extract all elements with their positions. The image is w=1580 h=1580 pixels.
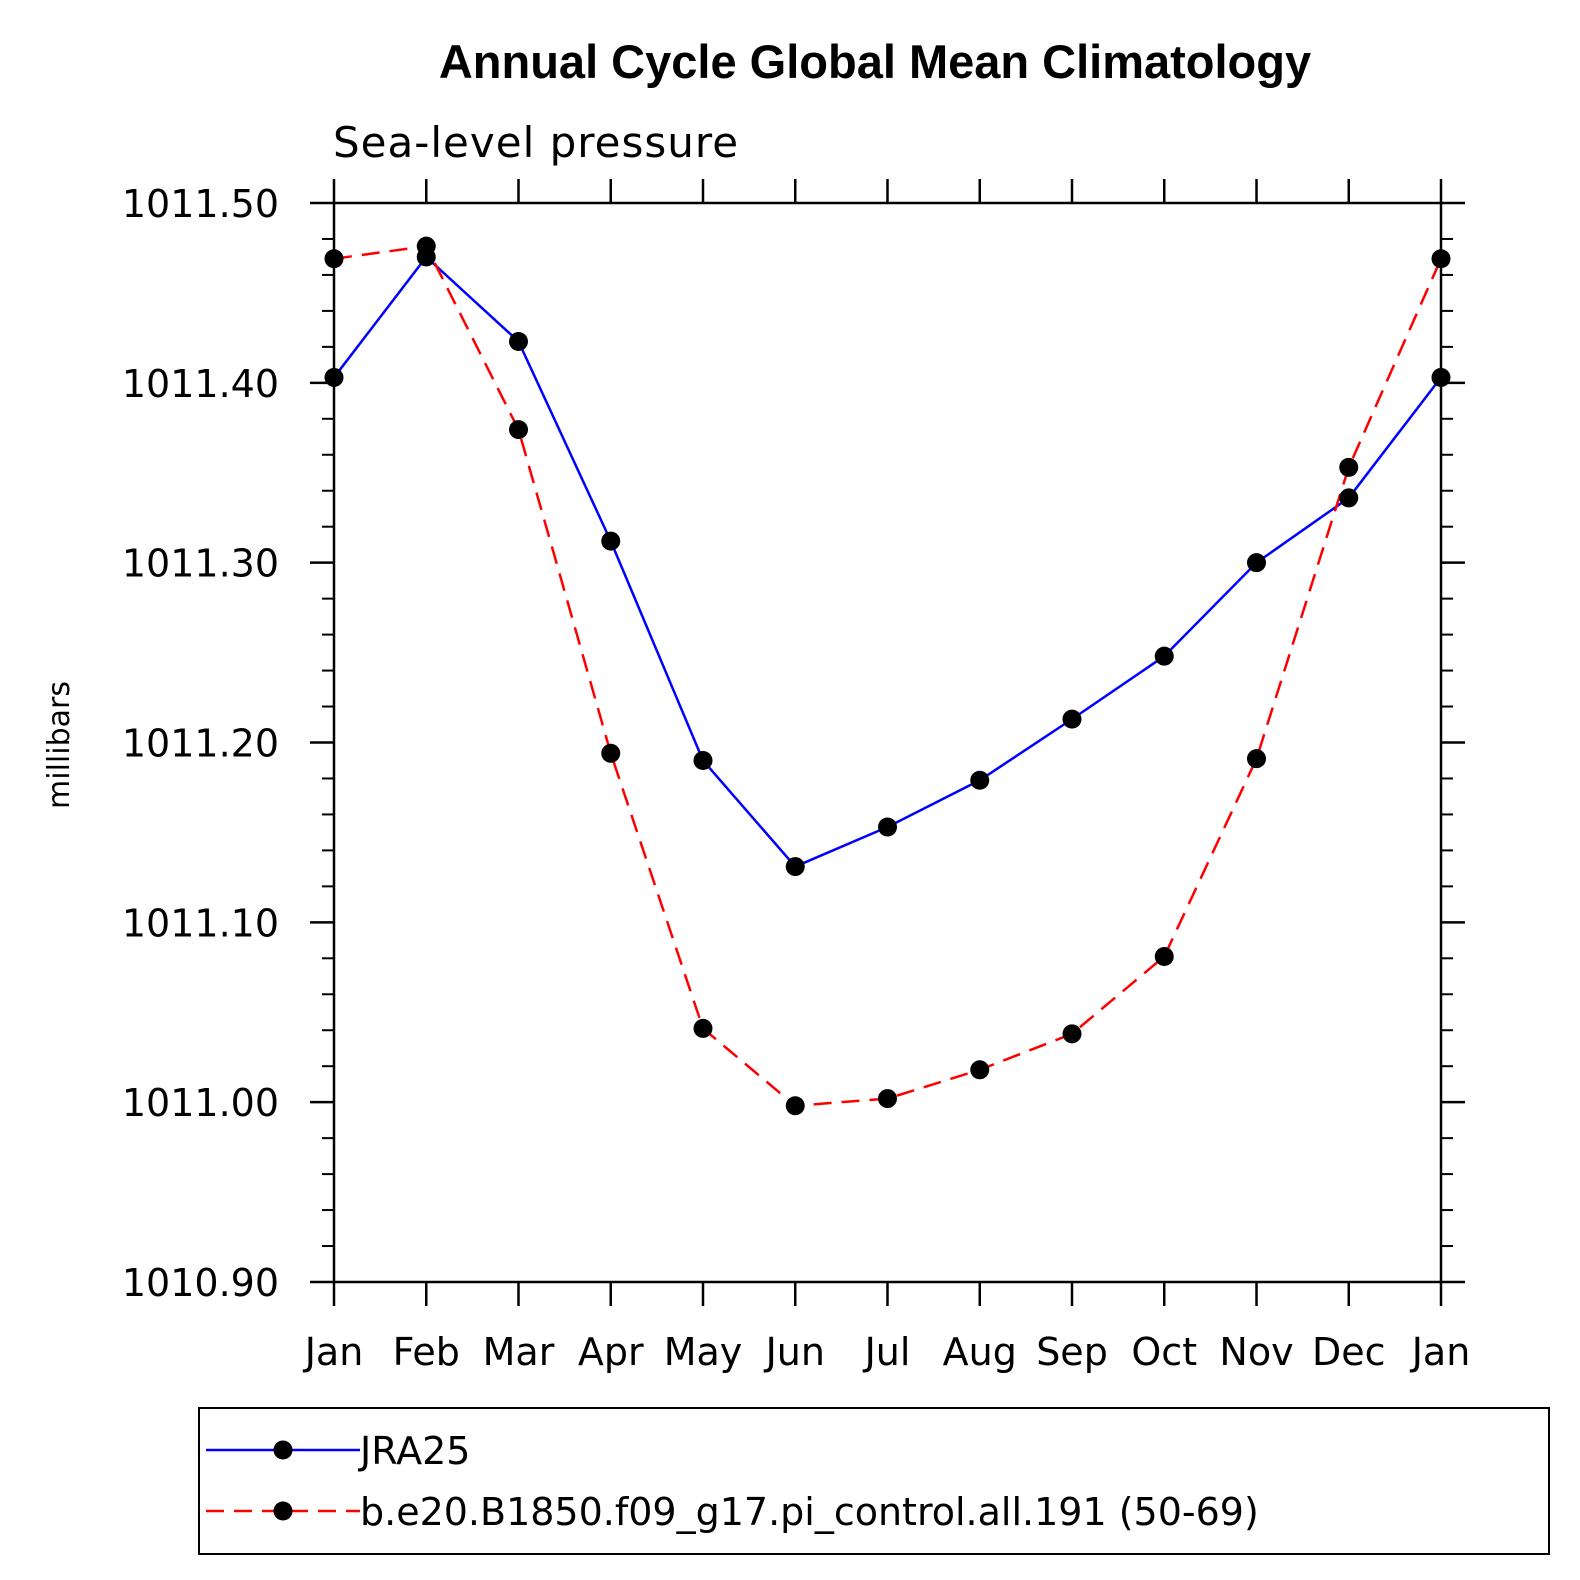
data-point-series-1 — [1062, 709, 1082, 729]
x-tick-label: Jul — [863, 1330, 911, 1374]
x-tick-label: Jan — [1410, 1330, 1471, 1374]
data-point-series-2 — [324, 249, 344, 269]
y-tick-label: 1011.50 — [122, 182, 279, 226]
legend-label-2: b.e20.B1850.f09_g17.pi_control.all.191 (… — [360, 1490, 1259, 1534]
x-tick-label: May — [664, 1330, 743, 1374]
data-point-series-1 — [509, 331, 528, 351]
data-point-series-1 — [1431, 367, 1451, 387]
data-point-series-2 — [785, 1096, 805, 1116]
x-tick-label: Dec — [1312, 1330, 1386, 1374]
x-tick-label: Apr — [578, 1330, 644, 1374]
chart-title: Annual Cycle Global Mean Climatology — [439, 35, 1311, 88]
x-tick-label: Jun — [764, 1330, 825, 1374]
series-line-2 — [333, 244, 1443, 1108]
x-tick-label: Mar — [483, 1330, 555, 1374]
y-tick-label: 1010.90 — [122, 1261, 279, 1305]
y-tick-label: 1011.40 — [122, 362, 279, 406]
data-point-series-1 — [878, 817, 897, 837]
y-tick-label: 1011.00 — [122, 1081, 279, 1125]
y-axis-label: millibars — [42, 681, 77, 809]
data-point-series-2 — [1154, 947, 1174, 967]
legend-box — [198, 1407, 1550, 1555]
data-point-series-2 — [878, 1089, 897, 1109]
data-point-series-1 — [970, 770, 990, 790]
data-point-series-1 — [1154, 646, 1174, 666]
y-tick-label: 1011.20 — [122, 722, 279, 766]
data-point-series-2 — [1339, 457, 1359, 477]
data-point-series-1 — [1339, 488, 1359, 508]
data-point-series-1 — [1247, 553, 1266, 573]
plot-frame — [332, 201, 1443, 1284]
x-tick-label: Aug — [943, 1330, 1017, 1374]
data-point-series-2 — [693, 1018, 713, 1038]
x-tick-label: Sep — [1036, 1330, 1108, 1374]
data-point-series-2 — [1062, 1024, 1082, 1044]
data-point-series-2 — [970, 1060, 990, 1080]
data-point-series-2 — [1431, 249, 1451, 269]
y-tick-label: 1011.10 — [122, 901, 279, 945]
data-point-series-1 — [785, 857, 805, 877]
data-point-series-2 — [1247, 749, 1266, 769]
data-point-series-2 — [509, 420, 528, 440]
data-point-series-2 — [601, 743, 621, 763]
data-point-series-1 — [324, 367, 344, 387]
legend-marker-1 — [273, 1440, 293, 1460]
series-line-1 — [333, 255, 1442, 869]
x-tick-label: Jan — [303, 1330, 364, 1374]
chart-subtitle: Sea-level pressure — [333, 118, 739, 167]
data-point-series-1 — [693, 750, 713, 770]
x-tick-label: Nov — [1219, 1330, 1293, 1374]
legend-marker-2 — [273, 1501, 293, 1521]
legend-label-1: JRA25 — [358, 1429, 470, 1473]
data-point-series-2 — [416, 236, 436, 256]
x-tick-label: Feb — [393, 1330, 460, 1374]
x-tick-label: Oct — [1131, 1330, 1197, 1374]
data-point-series-1 — [601, 531, 621, 551]
y-tick-label: 1011.30 — [122, 542, 279, 586]
